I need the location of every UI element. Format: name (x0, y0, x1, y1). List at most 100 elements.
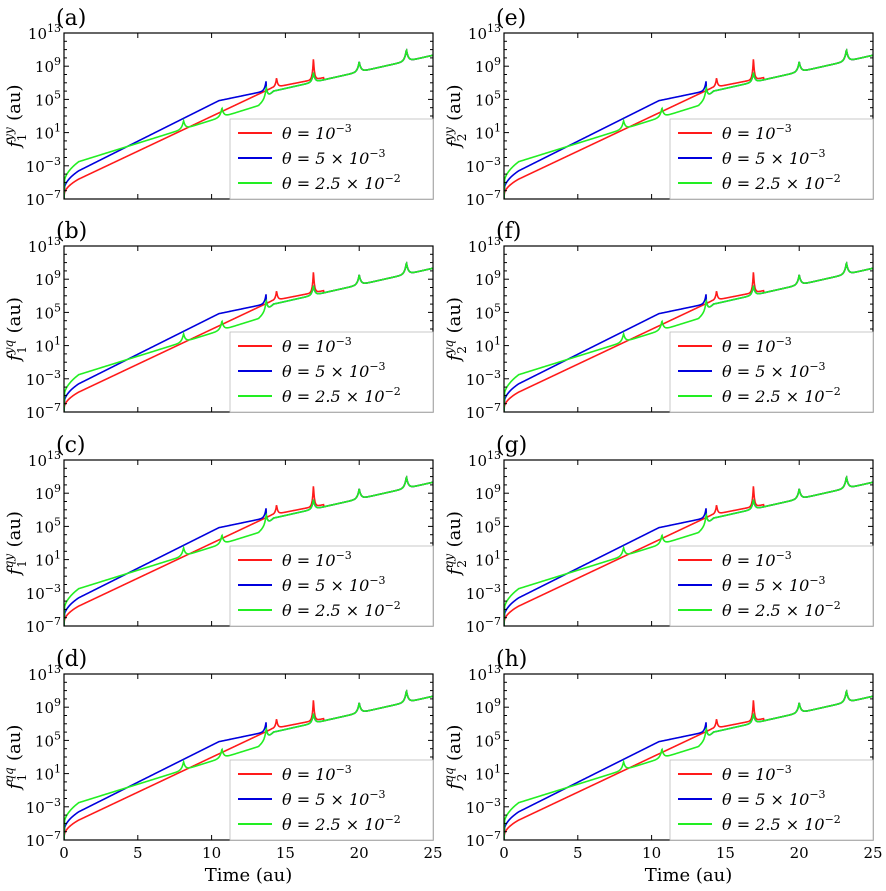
y-axis-label: fqq1 (au) (2, 725, 29, 792)
series-line-3 (64, 689, 433, 840)
legend-entry: θ = 5 × 10−3 (722, 360, 826, 381)
legend-entry: θ = 2.5 × 10−2 (282, 599, 401, 620)
y-tick-label: 105 (35, 729, 61, 750)
y-tick-label: 105 (475, 515, 501, 536)
y-tick-label: 10−3 (466, 796, 501, 817)
legend-entry: θ = 10−3 (722, 763, 792, 784)
y-tick-label: 10−7 (466, 188, 501, 209)
series-line-3 (504, 261, 873, 412)
y-tick-label: 101 (35, 335, 61, 356)
y-tick-label: 1013 (468, 663, 501, 684)
legend-entry: θ = 10−3 (282, 335, 352, 356)
x-axis-label: Time (au) (205, 865, 293, 886)
y-tick-label: 10−7 (466, 615, 501, 636)
series-line-3 (504, 689, 873, 840)
y-axis-label: fyq1 (au) (2, 297, 29, 363)
y-tick-label: 105 (35, 301, 61, 322)
y-tick-label: 10−7 (26, 188, 61, 209)
panel-label: (h) (496, 647, 527, 672)
y-tick-label: 1013 (28, 22, 61, 43)
legend-entry: θ = 2.5 × 10−2 (722, 172, 841, 193)
y-tick-label: 105 (475, 301, 501, 322)
x-tick-label: 20 (790, 844, 809, 862)
y-tick-label: 105 (475, 729, 501, 750)
legend-entry: θ = 2.5 × 10−2 (722, 813, 841, 834)
y-axis-label: fqq2 (au) (442, 725, 469, 792)
y-tick-label: 10−3 (466, 155, 501, 176)
panel-d: 0 5 10 15 20 25 10−7 10−3 101 105 109 1013(d) fqq1 (… (2, 647, 443, 862)
y-tick-label: 1013 (468, 449, 501, 470)
y-tick-label: 101 (475, 763, 501, 784)
x-tick-label: 20 (350, 844, 369, 862)
panel-e: 10−7 10−3 101 105 109 1013(e) fyy2 (au) θ = 10−… (442, 6, 874, 209)
legend-entry: θ = 2.5 × 10−2 (282, 385, 401, 406)
y-tick-label: 109 (35, 482, 61, 503)
y-tick-label: 109 (475, 696, 501, 717)
panel-c: 10−7 10−3 101 105 109 1013(c) fqy1 (au) θ = 10−… (2, 433, 434, 636)
panel-label: (g) (496, 433, 527, 458)
y-tick-label: 10−7 (26, 615, 61, 636)
legend-entry: θ = 5 × 10−3 (722, 788, 826, 809)
panel-h: 0 5 10 15 20 25 10−7 10−3 101 105 109 1013(h) fqq2 (… (442, 647, 883, 862)
legend-entry: θ = 2.5 × 10−2 (282, 172, 401, 193)
x-tick-label: 5 (573, 844, 583, 862)
y-axis-label: fyy1 (au) (2, 85, 29, 150)
panel-label: (f) (496, 219, 521, 244)
x-tick-label: 10 (642, 844, 661, 862)
x-tick-label: 10 (202, 844, 221, 862)
legend: θ = 10−3 θ = 5 × 10−3 θ = 2.5 × 10−2 (669, 545, 874, 627)
y-tick-label: 10−7 (466, 829, 501, 850)
y-tick-label: 1013 (468, 22, 501, 43)
y-axis-label: fqy2 (au) (442, 511, 469, 577)
panel-a: 10−7 10−3 101 105 109 1013(a) fyy1 (au) θ = 10−… (2, 6, 434, 209)
y-tick-label: 101 (35, 549, 61, 570)
y-axis-label: fyy2 (au) (442, 85, 469, 150)
legend-entry: θ = 2.5 × 10−2 (722, 385, 841, 406)
y-tick-label: 109 (35, 268, 61, 289)
panel-g: 10−7 10−3 101 105 109 1013(g) fqy2 (au) θ = 10−… (442, 433, 874, 636)
y-tick-label: 101 (475, 549, 501, 570)
legend: θ = 10−3 θ = 5 × 10−3 θ = 2.5 × 10−2 (229, 118, 434, 200)
x-tick-label: 5 (133, 844, 143, 862)
y-tick-label: 101 (35, 122, 61, 143)
panel-label: (c) (56, 433, 86, 458)
legend-entry: θ = 5 × 10−3 (722, 574, 826, 595)
legend-entry: θ = 2.5 × 10−2 (282, 813, 401, 834)
x-axis-label: Time (au) (645, 865, 733, 886)
x-tick-label: 25 (863, 844, 882, 862)
y-tick-label: 10−7 (26, 829, 61, 850)
x-tick-label: 0 (59, 844, 69, 862)
series-line-3 (64, 48, 433, 199)
y-axis-label: fqy1 (au) (2, 511, 29, 577)
x-tick-label: 25 (423, 844, 442, 862)
legend: θ = 10−3 θ = 5 × 10−3 θ = 2.5 × 10−2 (669, 331, 874, 413)
legend: θ = 10−3 θ = 5 × 10−3 θ = 2.5 × 10−2 (669, 759, 874, 841)
legend-entry: θ = 5 × 10−3 (282, 147, 386, 168)
y-tick-label: 10−3 (26, 368, 61, 389)
legend-entry: θ = 2.5 × 10−2 (722, 599, 841, 620)
y-tick-label: 1013 (28, 663, 61, 684)
panel-label: (a) (56, 6, 86, 31)
y-tick-label: 101 (475, 122, 501, 143)
y-tick-label: 10−3 (26, 796, 61, 817)
legend-entry: θ = 5 × 10−3 (282, 788, 386, 809)
legend-entry: θ = 5 × 10−3 (722, 147, 826, 168)
y-tick-label: 1013 (28, 449, 61, 470)
legend: θ = 10−3 θ = 5 × 10−3 θ = 2.5 × 10−2 (229, 331, 434, 413)
legend-entry: θ = 10−3 (722, 122, 792, 143)
y-tick-label: 1013 (28, 235, 61, 256)
y-tick-label: 1013 (468, 235, 501, 256)
panel-b: 10−7 10−3 101 105 109 1013(b) fyq1 (au) θ = 10−… (2, 219, 434, 422)
legend-entry: θ = 10−3 (722, 335, 792, 356)
y-tick-label: 105 (35, 515, 61, 536)
y-tick-label: 10−3 (26, 582, 61, 603)
series-line-3 (504, 48, 873, 199)
y-tick-label: 10−7 (466, 401, 501, 422)
legend: θ = 10−3 θ = 5 × 10−3 θ = 2.5 × 10−2 (229, 759, 434, 841)
y-axis-label: fyq2 (au) (442, 297, 469, 363)
legend: θ = 10−3 θ = 5 × 10−3 θ = 2.5 × 10−2 (669, 118, 874, 200)
legend-entry: θ = 10−3 (722, 549, 792, 570)
y-tick-label: 101 (35, 763, 61, 784)
y-tick-label: 109 (35, 696, 61, 717)
